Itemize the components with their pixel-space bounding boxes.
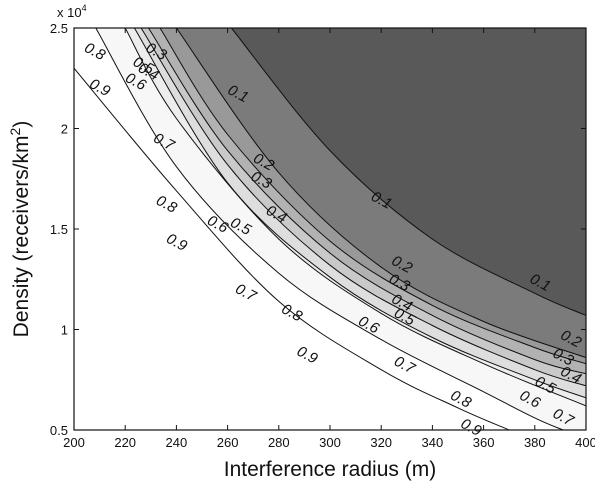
y-axis-ticks: 0.5 1 1.5 2 2.5: [50, 21, 586, 438]
contour-line-0.9: [74, 67, 510, 430]
x-axis-label: Interference radius (m): [224, 458, 436, 481]
y-tick-label: 1.5: [50, 222, 68, 237]
x-tick-label: 280: [268, 435, 290, 450]
contour-line-0.7: [124, 28, 586, 407]
contour-line-0.8: [95, 28, 564, 430]
y-tick-label: 1: [61, 323, 68, 338]
y-axis-label-main: Density (receivers/km: [10, 135, 33, 337]
y-multiplier-exponent: 4: [82, 3, 87, 13]
contour-line-0.4: [148, 28, 586, 375]
x-tick-label: 340: [422, 435, 444, 450]
x-tick-label: 220: [114, 435, 136, 450]
y-axis-label: Density (receivers/km2): [7, 121, 33, 338]
contour-line-0.5: [140, 28, 586, 387]
contour-line-0.2: [175, 28, 586, 359]
y-tick-label: 0.5: [50, 423, 68, 438]
x-axis-ticks: 200 220 240 260 280 300 320 340 360 380 400: [63, 28, 595, 450]
contour-line-0.1: [231, 28, 586, 316]
y-axis-label-close: ): [10, 121, 33, 128]
x-tick-label: 360: [473, 435, 495, 450]
contour-fills: [74, 28, 586, 430]
y-multiplier: x 104: [57, 3, 87, 20]
x-tick-label: 240: [166, 435, 188, 450]
y-tick-label: 2: [61, 122, 68, 137]
y-axis-label-superscript: 2: [7, 127, 23, 135]
contour-lines: [74, 28, 586, 430]
x-tick-label: 380: [524, 435, 546, 450]
x-tick-label: 260: [217, 435, 239, 450]
x-tick-label: 200: [63, 435, 85, 450]
contour-region-0.1: [231, 28, 586, 316]
x-tick-label: 400: [575, 435, 595, 450]
y-tick-label: 2.5: [50, 21, 68, 36]
contour-line-0.3: [159, 28, 586, 365]
x-tick-label: 320: [370, 435, 392, 450]
contour-line-0.6: [133, 28, 586, 399]
x-tick-label: 300: [319, 435, 341, 450]
